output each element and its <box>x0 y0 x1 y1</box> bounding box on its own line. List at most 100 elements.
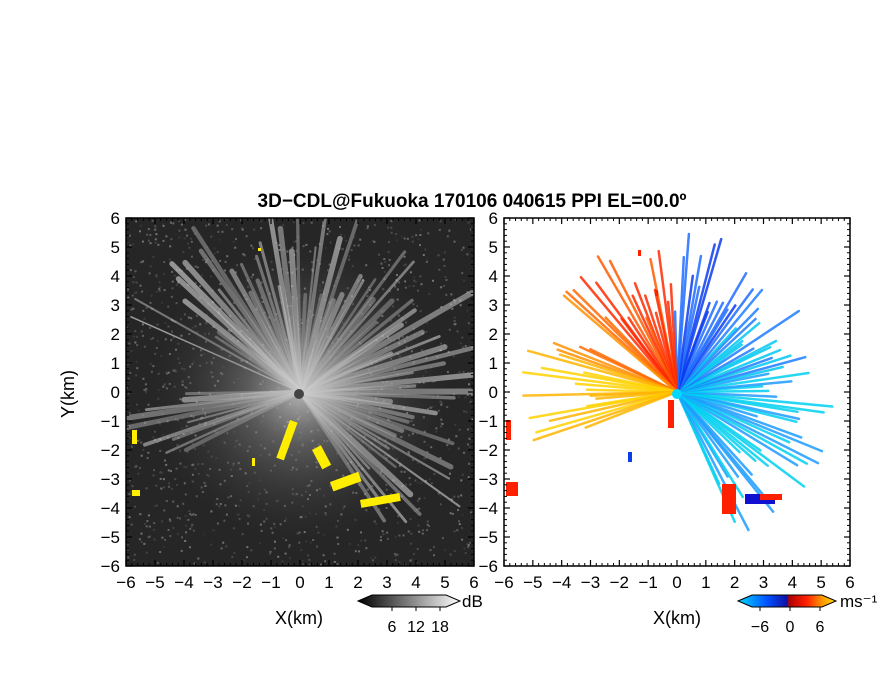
y-tick-label: 0 <box>111 383 120 402</box>
noise-pixel <box>158 288 161 291</box>
x-tick-label: 2 <box>353 573 362 592</box>
left-y-axis-label: Y(km) <box>58 370 78 418</box>
noise-pixel <box>464 345 467 348</box>
velocity-colorbar-unit: ms⁻¹ <box>840 592 878 611</box>
noise-pixel <box>164 538 167 541</box>
noise-pixel <box>289 557 291 560</box>
noise-pixel <box>139 467 141 469</box>
noise-pixel <box>404 280 407 283</box>
noise-pixel <box>146 233 149 236</box>
noise-pixel <box>411 235 414 238</box>
noise-pixel <box>142 260 145 263</box>
noise-pixel <box>163 486 166 489</box>
velocity-ray <box>596 255 679 394</box>
noise-pixel <box>196 266 199 269</box>
noise-pixel <box>208 223 210 226</box>
noise-pixel <box>135 360 138 363</box>
noise-pixel <box>394 552 397 555</box>
noise-pixel <box>135 428 138 431</box>
noise-pixel <box>373 240 376 243</box>
noise-pixel <box>402 534 405 537</box>
noise-pixel <box>176 516 179 519</box>
noise-pixel <box>158 289 161 292</box>
y-tick-label: −4 <box>479 499 498 518</box>
noise-pixel <box>438 268 441 271</box>
noise-pixel <box>468 462 471 465</box>
noise-pixel <box>457 509 459 511</box>
x-tick-label: 0 <box>672 573 681 592</box>
noise-pixel <box>390 231 393 234</box>
noise-pixel <box>458 371 461 373</box>
noise-pixel <box>320 563 322 566</box>
noise-pixel <box>453 530 456 533</box>
noise-pixel <box>171 270 174 273</box>
noise-pixel <box>428 478 431 481</box>
noise-pixel <box>427 232 430 235</box>
noise-pixel <box>437 492 440 495</box>
noise-pixel <box>143 388 146 391</box>
noise-pixel <box>235 238 237 241</box>
noise-pixel <box>185 218 188 221</box>
noise-pixel <box>185 531 187 534</box>
noise-pixel <box>138 538 141 541</box>
noise-pixel <box>461 527 463 530</box>
noise-pixel <box>360 539 363 542</box>
noise-pixel <box>467 221 469 224</box>
noise-pixel <box>135 374 138 377</box>
noise-pixel <box>383 258 386 260</box>
noise-pixel <box>412 285 415 287</box>
noise-pixel <box>469 427 472 430</box>
noise-pixel <box>187 518 190 521</box>
noise-pixel <box>225 223 228 226</box>
noise-pixel <box>134 341 137 344</box>
noise-pixel <box>170 295 173 298</box>
noise-pixel <box>163 289 166 292</box>
velocity-ray <box>675 255 686 394</box>
noise-pixel <box>177 220 180 222</box>
noise-pixel <box>433 472 436 475</box>
noise-pixel <box>156 323 159 326</box>
noise-pixel <box>246 556 248 559</box>
noise-pixel <box>430 482 433 485</box>
clutter-patch <box>132 430 137 444</box>
noise-pixel <box>172 527 175 529</box>
noise-pixel <box>394 536 397 539</box>
x-tick-label: −4 <box>552 573 571 592</box>
noise-pixel <box>467 544 470 547</box>
noise-pixel <box>409 559 412 562</box>
x-tick-label: −4 <box>174 573 193 592</box>
noise-pixel <box>417 289 420 292</box>
noise-pixel <box>464 396 467 399</box>
noise-pixel <box>442 285 445 287</box>
noise-pixel <box>149 301 152 304</box>
velocity-ray <box>657 249 679 394</box>
noise-pixel <box>388 264 391 267</box>
noise-pixel <box>461 346 464 349</box>
noise-pixel <box>188 218 190 221</box>
noise-pixel <box>129 269 132 271</box>
noise-pixel <box>127 392 130 395</box>
noise-pixel <box>159 449 162 452</box>
noise-pixel <box>153 538 156 541</box>
noise-pixel <box>445 293 448 296</box>
noise-pixel <box>132 307 135 310</box>
noise-pixel <box>458 428 461 431</box>
noise-pixel <box>163 509 166 512</box>
noise-pixel <box>426 520 429 523</box>
clutter-patch <box>638 250 641 256</box>
noise-pixel <box>171 280 174 283</box>
noise-pixel <box>168 518 171 521</box>
noise-pixel <box>143 345 146 348</box>
noise-pixel <box>159 551 162 553</box>
noise-pixel <box>152 255 155 258</box>
noise-pixel <box>170 470 172 473</box>
velocity-colorbar-bar <box>736 594 838 608</box>
noise-pixel <box>461 249 463 251</box>
noise-pixel <box>426 529 429 532</box>
noise-pixel <box>174 478 177 481</box>
y-tick-label: 2 <box>489 325 498 344</box>
y-tick-label: 6 <box>489 209 498 228</box>
noise-pixel <box>397 521 399 524</box>
noise-pixel <box>144 390 147 392</box>
noise-pixel <box>463 279 466 282</box>
